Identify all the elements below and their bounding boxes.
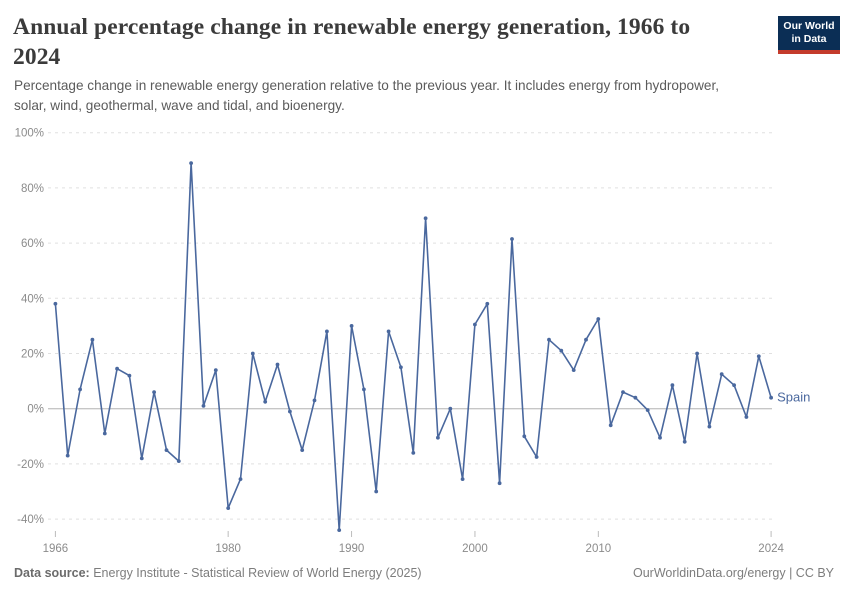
owid-logo-line1: Our World: [783, 20, 835, 32]
data-point[interactable]: [571, 368, 576, 372]
data-point[interactable]: [139, 456, 144, 461]
data-point[interactable]: [596, 317, 601, 321]
data-point[interactable]: [584, 337, 588, 342]
line-chart-canvas: 100% 80% 60% 40% 20% 0% -20% -40% 1966 1980 1990 20…: [15, 128, 811, 555]
y-axis-tick-label: 60%: [21, 238, 44, 250]
data-point[interactable]: [374, 489, 379, 494]
x-axis-tick-label: 1980: [215, 543, 241, 555]
owid-logo-line2: in Data: [791, 33, 827, 45]
data-point[interactable]: [744, 415, 749, 419]
data-point[interactable]: [78, 387, 82, 392]
x-axis-tick-label: 1990: [339, 543, 365, 555]
data-point[interactable]: [312, 398, 317, 403]
y-axis-tick-label: -40%: [17, 514, 44, 526]
data-point[interactable]: [288, 409, 292, 414]
chart-subtitle-line1: Percentage change in renewable energy ge…: [14, 78, 720, 93]
data-line-spain[interactable]: [54, 162, 772, 531]
data-point[interactable]: [621, 390, 625, 394]
data-point[interactable]: [732, 383, 736, 388]
data-point[interactable]: [485, 301, 490, 306]
data-source-note: Data source: Energy Institute - Statisti…: [14, 566, 422, 580]
data-point[interactable]: [559, 348, 564, 353]
data-point[interactable]: [645, 408, 650, 412]
y-axis-tick-label: 20%: [21, 349, 44, 361]
data-point[interactable]: [176, 459, 181, 463]
data-point[interactable]: [460, 477, 465, 481]
y-axis-tick-label: 100%: [15, 128, 44, 140]
data-point[interactable]: [510, 237, 514, 241]
chart-footer: Data source: Energy Institute - Statisti…: [14, 566, 834, 586]
data-point[interactable]: [756, 354, 761, 359]
data-point[interactable]: [386, 329, 391, 334]
data-point[interactable]: [65, 453, 70, 458]
license-link[interactable]: OurWorldinData.org/energy | CC BY: [632, 566, 834, 580]
data-point[interactable]: [201, 404, 206, 408]
data-point[interactable]: [448, 406, 453, 411]
data-point[interactable]: [90, 337, 95, 342]
data-source-label: Data source:: [14, 566, 90, 580]
data-point[interactable]: [349, 324, 354, 328]
data-point[interactable]: [411, 451, 416, 455]
series-label-spain: Spain: [777, 390, 810, 405]
data-point[interactable]: [226, 506, 231, 510]
data-point[interactable]: [152, 390, 157, 394]
data-point[interactable]: [534, 455, 539, 459]
data-point[interactable]: [53, 301, 58, 306]
owid-logo[interactable]: Our World in Data: [778, 16, 840, 54]
data-point[interactable]: [189, 161, 194, 165]
x-axis-tick-label: 2010: [586, 543, 612, 555]
y-axis-tick-label: 0%: [27, 404, 44, 416]
data-point[interactable]: [695, 351, 699, 356]
data-point[interactable]: [164, 448, 169, 452]
x-axis-tick-label: 2024: [758, 543, 784, 555]
data-point[interactable]: [473, 322, 477, 327]
data-point[interactable]: [658, 435, 662, 440]
data-point[interactable]: [670, 383, 675, 388]
data-point[interactable]: [682, 439, 687, 444]
data-point[interactable]: [719, 372, 724, 377]
y-axis-tick-label: 40%: [21, 293, 44, 305]
data-point[interactable]: [213, 368, 218, 372]
data-point[interactable]: [399, 365, 403, 370]
y-axis-tick-label: 80%: [21, 183, 44, 195]
data-point[interactable]: [522, 434, 527, 439]
data-point[interactable]: [497, 481, 502, 486]
data-point[interactable]: [102, 431, 107, 436]
data-point[interactable]: [362, 387, 366, 392]
x-axis-tick-label: 2000: [462, 543, 488, 555]
data-point[interactable]: [263, 399, 268, 404]
data-point[interactable]: [337, 528, 342, 532]
page-title-line2: 2024: [13, 44, 61, 70]
data-point[interactable]: [127, 373, 132, 378]
y-axis-tick-label: -20%: [17, 459, 44, 471]
chart-subtitle-line2: solar, wind, geothermal, wave and tidal,…: [14, 98, 345, 113]
page-title: Annual percentage change in renewable en…: [13, 12, 763, 72]
data-source-text: Energy Institute - Statistical Review of…: [89, 566, 422, 580]
data-point[interactable]: [547, 337, 551, 342]
data-point[interactable]: [325, 329, 329, 334]
data-point[interactable]: [423, 216, 428, 221]
data-point[interactable]: [115, 366, 119, 371]
chart-subtitle: Percentage change in renewable energy ge…: [14, 76, 814, 116]
data-point[interactable]: [250, 351, 255, 356]
data-point[interactable]: [275, 362, 280, 367]
data-point[interactable]: [633, 395, 638, 400]
data-point[interactable]: [300, 448, 305, 452]
data-point[interactable]: [769, 395, 773, 400]
data-point[interactable]: [238, 477, 243, 481]
x-axis-tick-label: 1966: [43, 543, 69, 555]
data-point[interactable]: [707, 424, 712, 429]
data-point[interactable]: [436, 435, 440, 440]
page-title-line1: Annual percentage change in renewable en…: [13, 14, 691, 40]
data-point[interactable]: [608, 423, 613, 428]
